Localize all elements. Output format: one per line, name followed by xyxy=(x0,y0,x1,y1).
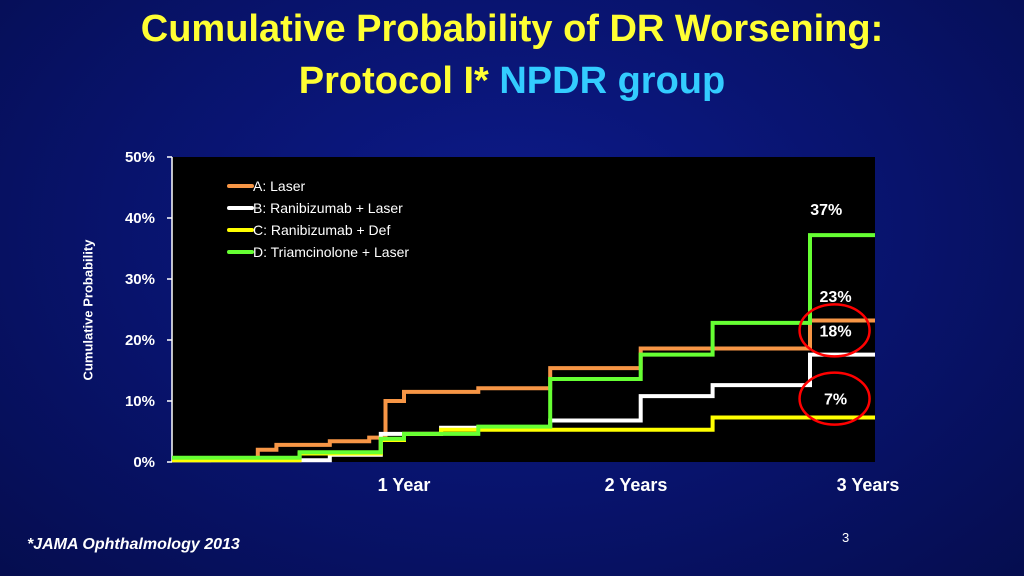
title-group-text: NPDR group xyxy=(499,60,726,102)
y-tick-label: 0% xyxy=(133,454,155,471)
annotation-group: 37% 23% 18% 7% xyxy=(798,202,871,426)
y-axis-title: Cumulative Probability xyxy=(80,239,96,381)
series-line-d xyxy=(172,233,875,460)
y-tick-group: 0% 10% 20% 30% 40% 50% xyxy=(125,149,172,471)
x-tick-label: 3 Years xyxy=(837,475,900,495)
y-tick-label: 10% xyxy=(125,393,155,410)
title-protocol-text: Protocol I* xyxy=(298,60,489,102)
legend-label-c: C: Ranibizumab + Def xyxy=(253,222,390,238)
page-number: 3 xyxy=(842,530,850,545)
y-tick-label: 30% xyxy=(125,271,155,288)
legend-label-d: D: Triamcinolone + Laser xyxy=(253,244,409,260)
value-annotation: 18% xyxy=(820,323,852,340)
legend: A: Laser B: Ranibizumab + Laser C: Ranibiz… xyxy=(227,178,409,260)
x-tick-label: 2 Years xyxy=(605,475,668,495)
x-tick-group: 1 Year 2 Years 3 Years xyxy=(378,475,900,495)
value-annotation: 7% xyxy=(824,392,847,409)
legend-label-a: A: Laser xyxy=(253,178,305,194)
legend-label-b: B: Ranibizumab + Laser xyxy=(253,200,403,216)
highlight-circle xyxy=(798,303,871,358)
x-tick-label: 1 Year xyxy=(378,475,431,495)
value-annotation: 37% xyxy=(810,202,842,219)
highlight-circle xyxy=(798,371,871,426)
slide-title-line2: Protocol I* NPDR group xyxy=(0,58,1024,104)
footnote-citation: *JAMA Ophthalmology 2013 xyxy=(27,536,240,553)
slide-title-line1: Cumulative Probability of DR Worsening: xyxy=(140,8,884,50)
series-group xyxy=(172,233,875,463)
plot-area xyxy=(172,157,875,462)
value-annotation: 23% xyxy=(820,289,852,306)
y-tick-label: 20% xyxy=(125,332,155,349)
y-tick-label: 50% xyxy=(125,149,155,166)
y-tick-label: 40% xyxy=(125,210,155,227)
